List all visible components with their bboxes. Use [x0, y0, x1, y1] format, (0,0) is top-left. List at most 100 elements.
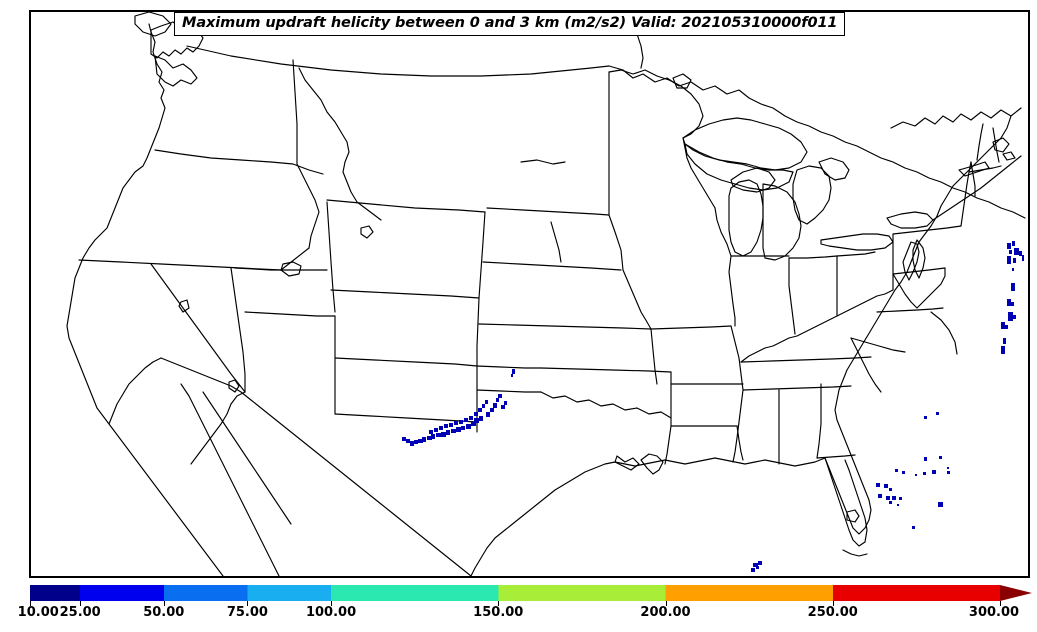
lake-superior: [682, 117, 808, 171]
delmarva-peninsula: [912, 239, 926, 279]
state-border-wy-co: [330, 289, 480, 299]
outer-banks: [930, 311, 958, 355]
data-cluster-texas-panhandle: [402, 394, 507, 446]
pacific-coastline: [66, 23, 224, 576]
state-border-tx-la: [664, 425, 672, 465]
state-border-va-nc: [876, 307, 944, 313]
canada-shield-shore: [608, 65, 1026, 219]
florida-keys: [842, 549, 868, 557]
vancouver-island: [134, 12, 172, 37]
state-border-in-mi: [788, 255, 838, 259]
gulf-coastline: [470, 457, 826, 576]
state-border-me-nh: [992, 127, 1000, 163]
colorbar-tick-label: 250.00: [807, 605, 858, 620]
canada-new-england-border: [890, 107, 1022, 129]
state-border-wa-or: [154, 149, 324, 175]
state-border-or-id: [296, 163, 320, 249]
colorbar-tick: [1000, 601, 1001, 606]
state-border-id-ut: [234, 267, 328, 271]
data-cluster-gulf-of-mexico: [751, 561, 762, 572]
state-border-ok-tx: [540, 391, 672, 419]
louisiana-bays: [614, 455, 640, 471]
map-panel: [29, 10, 1030, 578]
data-cluster-florida-southeast: [876, 412, 950, 529]
colorbar-tick-label: 150.00: [473, 605, 524, 620]
map-title-text: Maximum updraft helicity between 0 and 3…: [182, 15, 838, 31]
colorbar-tick-label: 200.00: [640, 605, 691, 620]
colorbar-tick-label: 100.00: [305, 605, 357, 620]
state-border-nc-sc: [850, 337, 906, 353]
michigan-upper-peninsula: [684, 143, 794, 191]
georgian-bay: [818, 157, 850, 181]
state-border-al-ga: [816, 383, 822, 459]
colorbar-gradient: [30, 585, 1000, 601]
lake-champlain: [970, 161, 976, 197]
state-border-oh-mi: [836, 251, 876, 257]
lake-michigan: [728, 179, 764, 257]
colorbar: [30, 585, 1000, 601]
state-border-ca-az: [190, 391, 246, 465]
chesapeake-bay: [902, 241, 920, 281]
michigan-mitten: [762, 183, 802, 261]
colorbar-tick: [80, 601, 82, 606]
cape-cod: [992, 137, 1010, 153]
great-salt-lake: [280, 261, 302, 277]
state-border-tn-ky: [740, 356, 872, 363]
data-cluster-kansas-border: [511, 369, 515, 377]
colorbar-tick: [331, 601, 333, 606]
state-border-ia-wi: [714, 207, 732, 257]
state-border-tx-ok-panhandle: [476, 389, 542, 393]
colorbar-tick-label: 75.00: [226, 605, 268, 620]
baja-peninsula: [180, 383, 280, 576]
state-border-wi-mn: [682, 137, 716, 209]
missouri-river-ia-ne: [622, 269, 652, 330]
state-border-nm-mx: [334, 413, 478, 423]
st-lawrence-river: [932, 155, 1022, 221]
us-canada-border-west: [186, 45, 552, 77]
colorbar-extend-max-arrow: [1000, 585, 1032, 601]
lake-of-the-woods: [672, 73, 692, 89]
colorbar-tick: [832, 601, 834, 606]
conus-map: [66, 12, 1026, 576]
mexico-border-west: [108, 357, 162, 425]
state-border-mo-ks: [650, 328, 658, 385]
state-border-co-ks: [476, 297, 480, 367]
state-border-tn-south: [742, 385, 852, 391]
state-border-vt-nh: [976, 123, 984, 161]
state-border-ca-nv: [150, 263, 246, 393]
state-border-pa-md: [892, 267, 946, 275]
ohio-river: [740, 289, 894, 363]
nantucket-island: [1002, 151, 1016, 161]
colorbar-tick: [163, 601, 165, 606]
state-border-or-ca-nv: [78, 247, 310, 271]
olympic-peninsula-inlet: [154, 55, 198, 87]
state-border-sd-nd: [486, 207, 610, 216]
us-canada-border-lakes: [550, 65, 610, 73]
map-geography-layer: [66, 12, 1026, 576]
mississippi-river: [730, 325, 744, 463]
data-cluster-atlantic-offshore: [1001, 241, 1024, 354]
state-border-ne-sd: [482, 261, 622, 271]
colorbar-tick: [30, 601, 31, 606]
lake-okeechobee: [846, 509, 860, 523]
colorbar-tick: [498, 601, 500, 606]
colorbar-tick-label: 10.00: [17, 605, 59, 620]
florida-peninsula: [824, 457, 868, 547]
updraft-helicity-data-layer: [402, 241, 1024, 572]
state-border-wy-ne: [478, 211, 486, 299]
state-border-id-mt: [298, 67, 382, 221]
state-border-wv-va: [892, 267, 946, 309]
mississippi-delta: [640, 453, 664, 475]
colorbar-tick-label: 50.00: [143, 605, 185, 620]
state-border-il-in: [788, 257, 796, 335]
lake-oahe: [550, 221, 562, 263]
gulf-of-california: [202, 391, 292, 525]
rio-grande-border: [160, 357, 472, 576]
lake-sakakawea: [520, 159, 566, 165]
state-border-ia-mo: [650, 325, 732, 330]
state-border-ny-ne: [960, 161, 972, 227]
salton-sea: [228, 379, 240, 393]
state-border-ut-az: [244, 311, 336, 317]
state-border-pa-ny: [892, 225, 962, 235]
